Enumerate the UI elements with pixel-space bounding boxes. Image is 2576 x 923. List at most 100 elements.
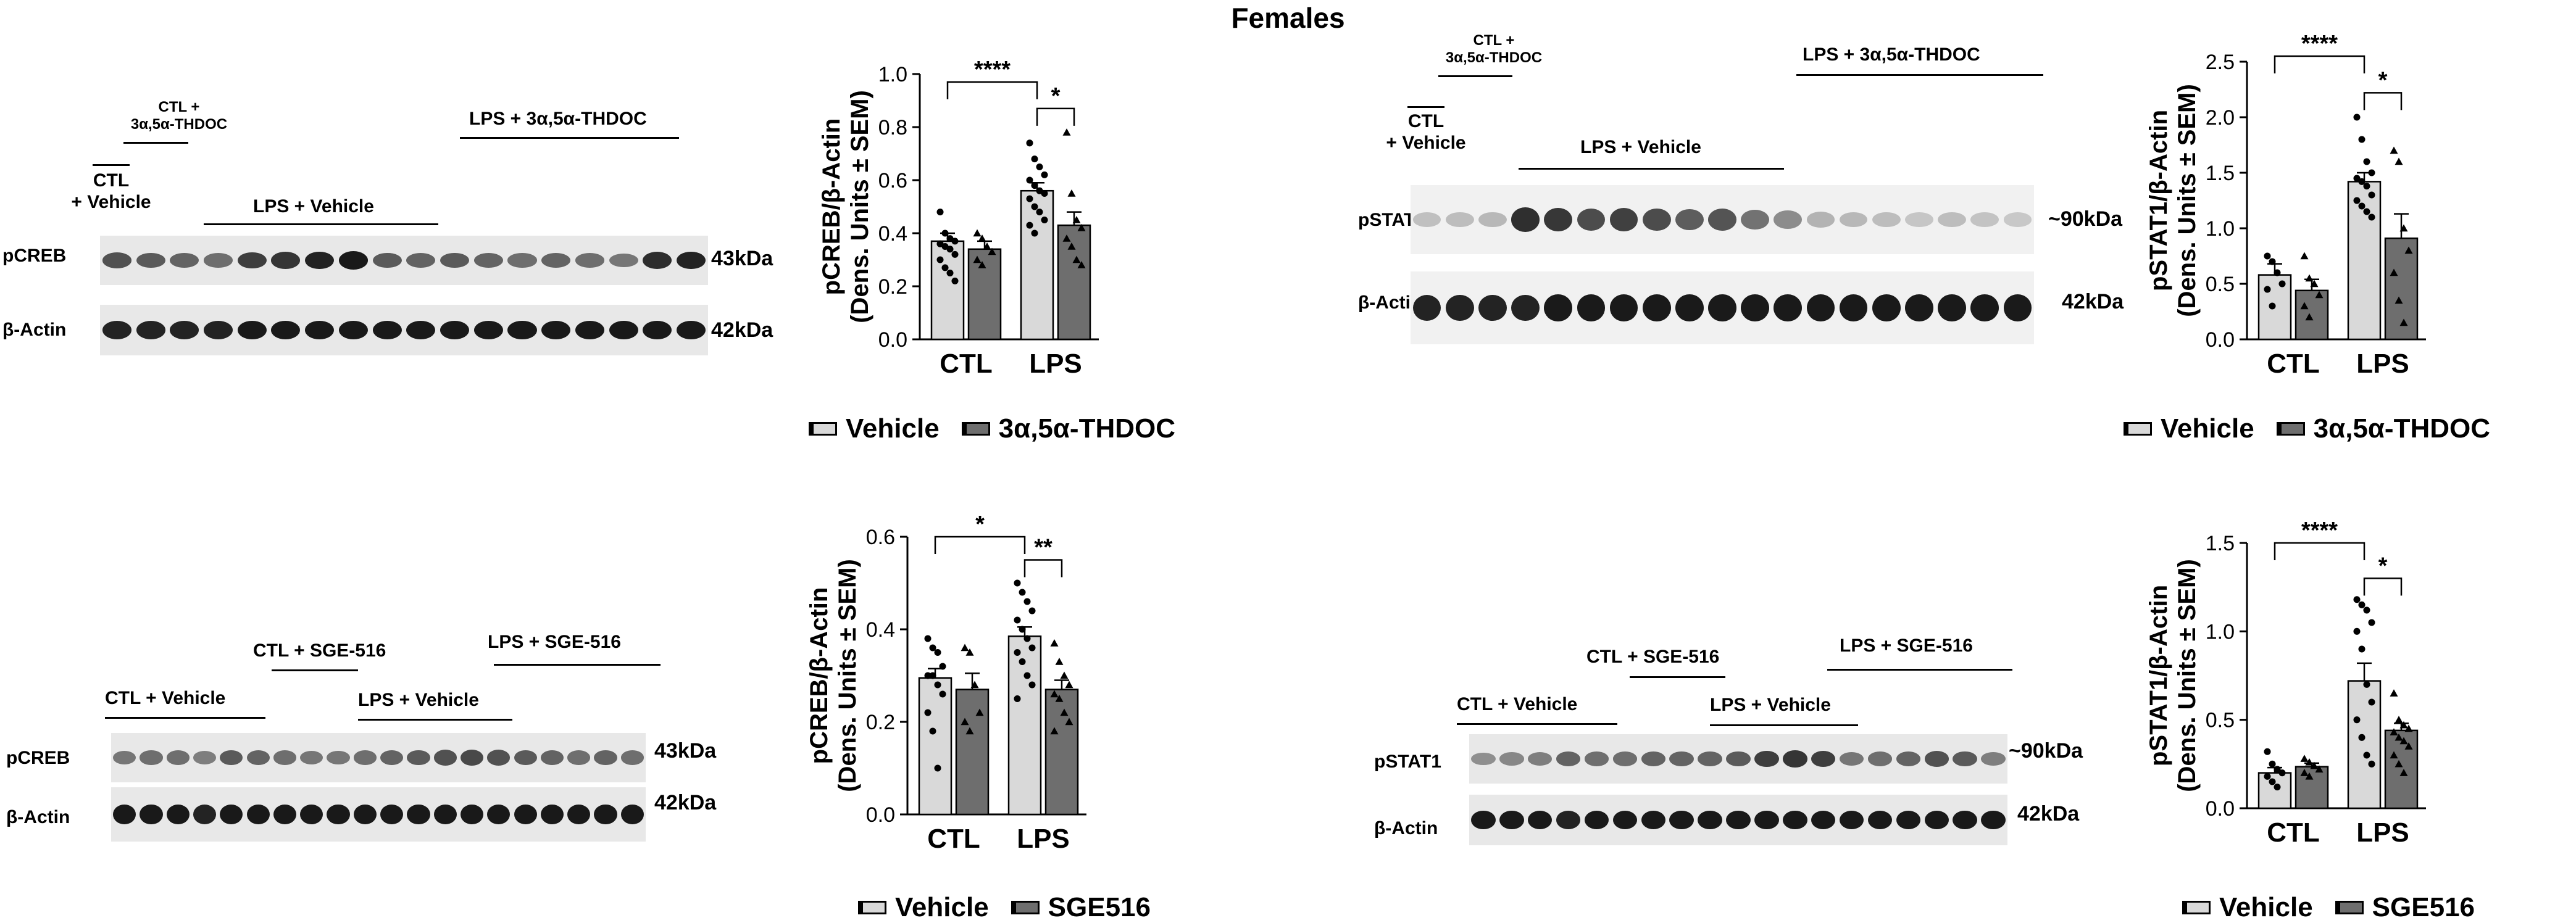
- band-lane-11: [440, 320, 470, 340]
- band-lane-11: [1754, 750, 1779, 768]
- data-point: [2264, 748, 2271, 755]
- band-lane-5: [237, 320, 267, 340]
- data-point: [1026, 176, 1033, 184]
- data-point: [2363, 681, 2370, 688]
- kda-pstat1: ~90kDa: [2048, 207, 2123, 231]
- data-point: [951, 277, 959, 284]
- data-point: [929, 644, 936, 652]
- label-ctl-vehicle: CTL + Vehicle: [105, 688, 226, 708]
- data-point: [2358, 645, 2366, 653]
- kda-actin: 42kDa: [2017, 802, 2080, 826]
- label-lps-vehicle: LPS + Vehicle: [1710, 695, 1831, 715]
- band-lane-18: [677, 251, 706, 270]
- bracket-ctl-vehicle: [1407, 106, 1444, 108]
- significance-label: *: [1051, 83, 1061, 109]
- band-lane-2: [1445, 212, 1474, 228]
- y-axis-label: pCREB/β-Actin(Dens. Units ± SEM): [806, 559, 861, 792]
- data-point: [965, 727, 974, 735]
- significance-bracket: [946, 81, 1038, 99]
- legend-label-treatment: SGE516: [1048, 892, 1151, 922]
- band-lane-5: [237, 252, 267, 269]
- data-point: [2390, 146, 2398, 154]
- data-point: [1050, 639, 1059, 647]
- band-lane-15: [1872, 294, 1901, 321]
- data-point: [2399, 318, 2408, 326]
- y-axis-label: pSTAT1/β-Actin(Dens. Units ± SEM): [2145, 559, 2201, 792]
- data-point: [924, 672, 932, 679]
- legend-swatch-vehicle: [858, 901, 886, 914]
- significance-bracket: [2274, 542, 2366, 560]
- band-lane-9: [1675, 294, 1704, 321]
- data-point: [978, 234, 986, 242]
- band-lane-9: [372, 320, 402, 340]
- data-point: [1031, 203, 1038, 210]
- band-lane-18: [1970, 294, 1999, 321]
- y-tick-label: 1.0: [2206, 217, 2235, 241]
- band-lane-12: [1774, 210, 1803, 229]
- band-lane-6: [271, 320, 301, 340]
- data-point: [1050, 727, 1059, 735]
- bracket-lps-vehicle: [1519, 168, 1784, 170]
- data-point: [988, 247, 996, 255]
- band-lane-19: [2003, 294, 2032, 321]
- data-point: [1031, 230, 1038, 237]
- data-point: [951, 250, 959, 258]
- data-point: [1055, 658, 1064, 665]
- data-point: [936, 256, 944, 263]
- data-point: [2395, 716, 2403, 723]
- band-lane-2: [140, 804, 163, 825]
- bracket-ctl-treatment: [123, 142, 188, 144]
- band-lane-11: [1754, 810, 1779, 830]
- band-row-actin: [111, 787, 646, 842]
- bracket-ctl-vehicle: [1457, 723, 1617, 725]
- band-lane-2: [136, 252, 165, 268]
- band-lane-17: [1938, 294, 1966, 321]
- band-lane-12: [1783, 810, 1807, 830]
- band-lane-6: [1577, 208, 1606, 231]
- label-ctl-treatment: CTL + SGE-516: [1586, 647, 1720, 667]
- band-lane-13: [433, 750, 457, 766]
- data-point: [975, 708, 984, 716]
- data-point: [1062, 128, 1071, 136]
- label-lps-vehicle: LPS + Vehicle: [1580, 137, 1701, 157]
- band-lane-13: [433, 804, 457, 825]
- data-point: [1036, 163, 1043, 171]
- bar: [1057, 224, 1091, 341]
- band-lane-10: [353, 750, 377, 765]
- bracket-lps-vehicle: [204, 223, 438, 225]
- y-tick-label: 2.0: [2206, 106, 2235, 130]
- significance-bracket: [2363, 92, 2403, 110]
- data-point: [2399, 721, 2408, 729]
- data-point: [1060, 671, 1069, 679]
- band-lane-5: [1544, 294, 1573, 321]
- band-lane-14: [541, 320, 571, 340]
- band-lane-18: [677, 320, 706, 340]
- bar: [1020, 189, 1054, 341]
- y-tick-label: 1.5: [2206, 532, 2235, 555]
- band-lane-17: [540, 804, 564, 825]
- band-lane-6: [271, 252, 301, 269]
- band-lane-13: [507, 320, 537, 340]
- x-tick-label: CTL: [2267, 817, 2320, 848]
- band-lane-5: [1584, 751, 1609, 766]
- label-lps-treatment: LPS + 3α,5α-THDOC: [469, 109, 647, 129]
- y-tick-label: 0.0: [866, 803, 895, 827]
- band-lane-6: [1612, 751, 1638, 766]
- data-point: [1019, 626, 1026, 633]
- band-lane-10: [1726, 810, 1751, 830]
- band-lane-8: [1669, 751, 1694, 766]
- y-tick-label: 0.6: [878, 169, 907, 192]
- data-point: [2300, 769, 2309, 776]
- data-point: [1067, 189, 1076, 197]
- data-point: [2395, 733, 2403, 741]
- significance-label: ****: [2301, 31, 2338, 57]
- band-lane-20: [620, 750, 644, 765]
- band-lane-17: [540, 750, 564, 765]
- data-point: [2390, 751, 2398, 759]
- data-point: [2399, 224, 2408, 232]
- band-lane-19: [594, 804, 617, 825]
- band-lane-19: [1981, 752, 2006, 766]
- legend-label-treatment: 3α,5α-THDOC: [998, 413, 1176, 444]
- band-lane-1: [113, 804, 136, 825]
